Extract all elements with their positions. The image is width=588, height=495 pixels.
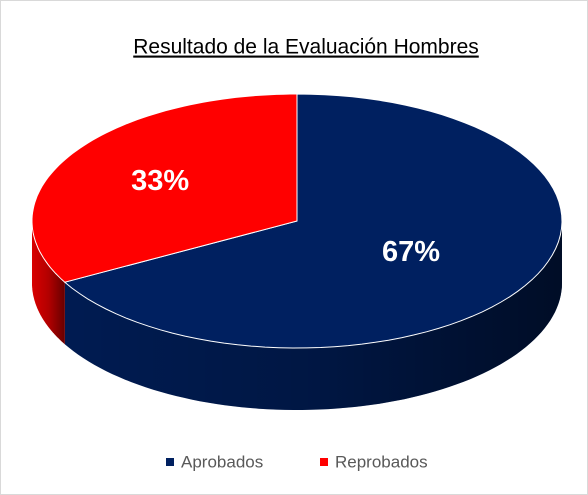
slice [31, 93, 298, 283]
legend-marker [166, 458, 174, 466]
data-label: 33% [131, 165, 189, 197]
legend-label: Reprobados [335, 452, 428, 471]
legend-label: Aprobados [181, 452, 263, 471]
slice-side-shade [64, 221, 563, 410]
slice [63, 93, 563, 349]
chart-title: Resultado de la Evaluación Hombres [133, 36, 479, 59]
data-label: 67% [382, 236, 440, 268]
legend-marker [320, 458, 328, 466]
slice-side-shade [32, 221, 65, 345]
